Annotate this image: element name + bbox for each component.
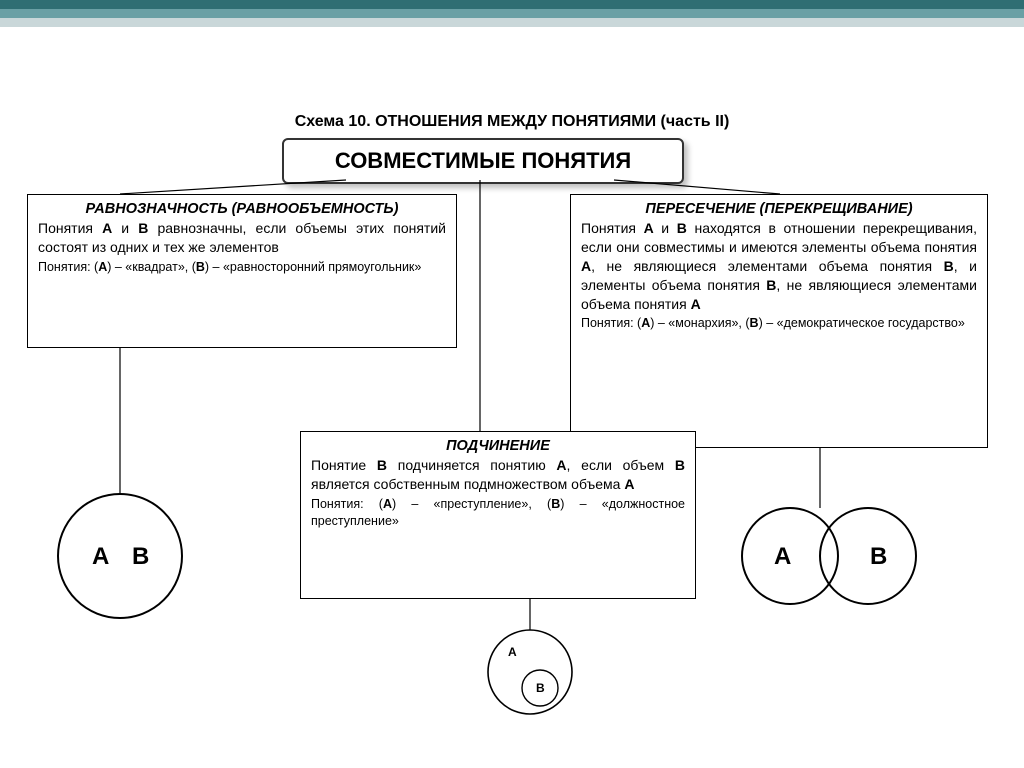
page-title: Схема 10. ОТНОШЕНИЯ МЕЖДУ ПОНЯТИЯМИ (час… — [0, 113, 1024, 131]
svg-text:В: В — [870, 543, 887, 570]
bar-1 — [0, 0, 1024, 9]
block-equivalence-body: Понятия А и В равнозначны, если объемы э… — [38, 219, 446, 257]
block-equivalence-example: Понятия: (А) – «квадрат», (В) – «равност… — [38, 259, 446, 276]
block-subordination-example: Понятия: (А) – «преступление», (В) – «до… — [311, 496, 685, 530]
block-subordination: ПОДЧИНЕНИЕ Понятие В подчиняется понятию… — [300, 431, 696, 599]
bar-2 — [0, 9, 1024, 18]
block-equivalence: РАВНОЗНАЧНОСТЬ (РАВНООБЪЕМНОСТЬ) Понятия… — [27, 194, 457, 348]
block-equivalence-title: РАВНОЗНАЧНОСТЬ (РАВНООБЪЕМНОСТЬ) — [38, 201, 446, 217]
block-intersection-example: Понятия: (А) – «монархия», (В) – «демокр… — [581, 315, 977, 332]
block-intersection-title: ПЕРЕСЕЧЕНИЕ (ПЕРЕКРЕЩИВАНИЕ) — [581, 201, 977, 217]
bar-3 — [0, 18, 1024, 27]
svg-text:В: В — [132, 543, 149, 570]
block-intersection-body: Понятия А и В находятся в отношении пере… — [581, 219, 977, 313]
header-bars — [0, 0, 1024, 27]
svg-text:А: А — [774, 543, 791, 570]
main-concept-box: СОВМЕСТИМЫЕ ПОНЯТИЯ — [282, 138, 684, 184]
block-subordination-body: Понятие В подчиняется понятию А, если об… — [311, 456, 685, 494]
svg-text:А: А — [92, 543, 109, 570]
block-subordination-title: ПОДЧИНЕНИЕ — [311, 438, 685, 454]
svg-text:А: А — [508, 645, 517, 659]
svg-text:В: В — [536, 681, 545, 695]
block-intersection: ПЕРЕСЕЧЕНИЕ (ПЕРЕКРЕЩИВАНИЕ) Понятия А и… — [570, 194, 988, 448]
